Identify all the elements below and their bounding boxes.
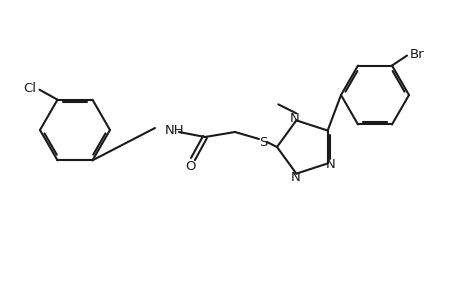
Text: Br: Br [409,48,423,61]
Text: S: S [258,136,267,148]
Text: N: N [325,158,335,171]
Text: Cl: Cl [23,82,36,95]
Text: NH: NH [165,124,184,136]
Text: O: O [185,160,196,172]
Text: N: N [290,171,300,184]
Text: N: N [289,112,298,125]
